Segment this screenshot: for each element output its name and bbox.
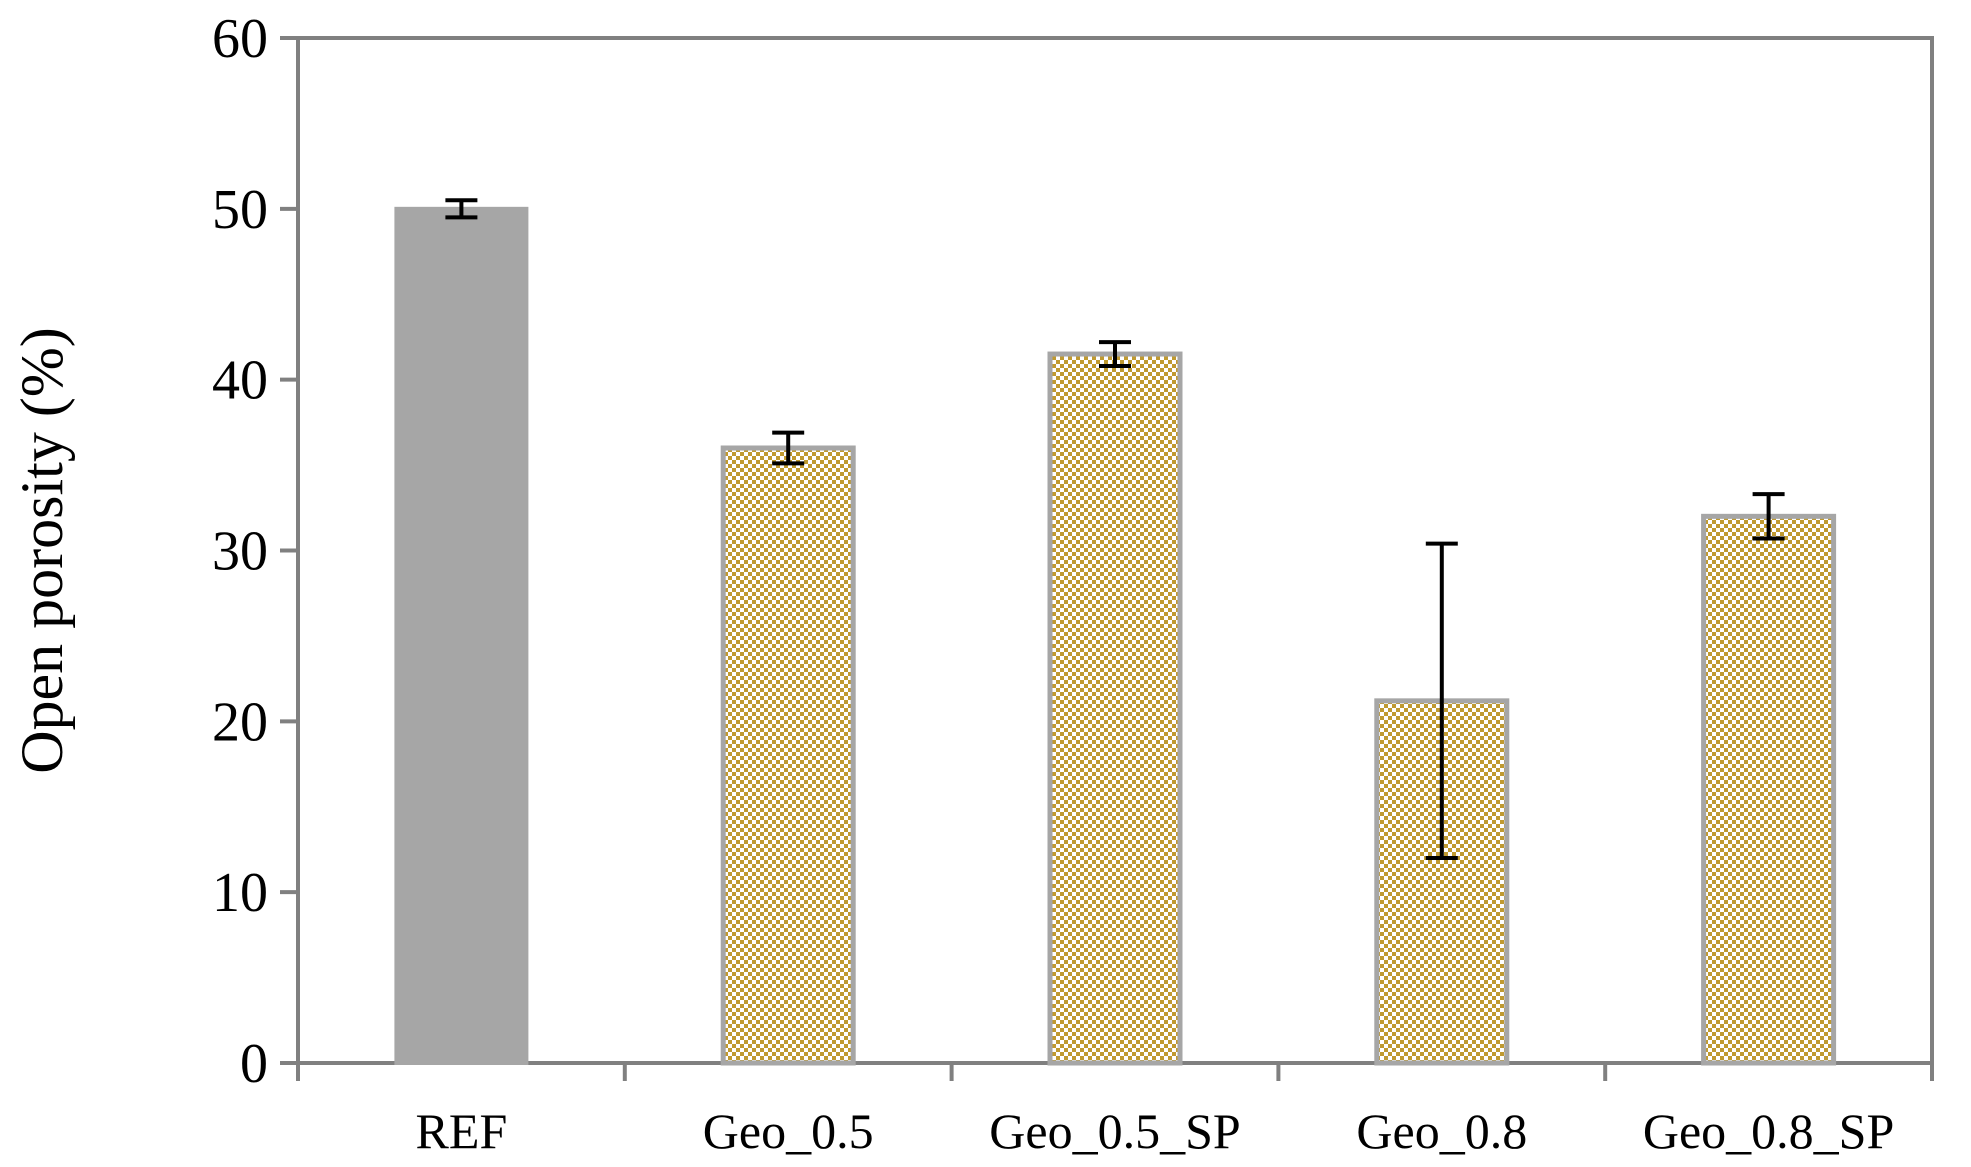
bar-geo-0-5 <box>720 445 856 1066</box>
y-tick-label: 10 <box>212 862 268 924</box>
x-tick-label: REF <box>416 1103 508 1159</box>
bar-geo-0-5-sp <box>1047 351 1183 1066</box>
y-tick-label: 60 <box>212 8 268 70</box>
y-axis: 0 10 20 30 40 50 60 <box>212 8 298 1095</box>
y-tick-label: 20 <box>212 691 268 753</box>
y-tick-label: 0 <box>240 1033 268 1095</box>
bar-geo-0-8-sp <box>1701 513 1837 1066</box>
x-tick-label: Geo_0.8_SP <box>1643 1103 1894 1159</box>
y-tick-label: 40 <box>212 350 268 412</box>
x-tick-label: Geo_0.5_SP <box>989 1103 1240 1159</box>
y-axis-title: Open porosity (%) <box>9 327 75 774</box>
x-axis: REF Geo_0.5 Geo_0.5_SP Geo_0.8 Geo_0.8_SP <box>296 1063 1934 1159</box>
bar-ref <box>394 206 529 1066</box>
x-tick-label: Geo_0.8 <box>1356 1103 1527 1159</box>
bars-group <box>394 206 1837 1066</box>
x-tick-label: Geo_0.5 <box>703 1103 874 1159</box>
y-tick-label: 50 <box>212 179 268 241</box>
y-tick-label: 30 <box>212 521 268 583</box>
error-bars-group <box>445 198 1785 860</box>
